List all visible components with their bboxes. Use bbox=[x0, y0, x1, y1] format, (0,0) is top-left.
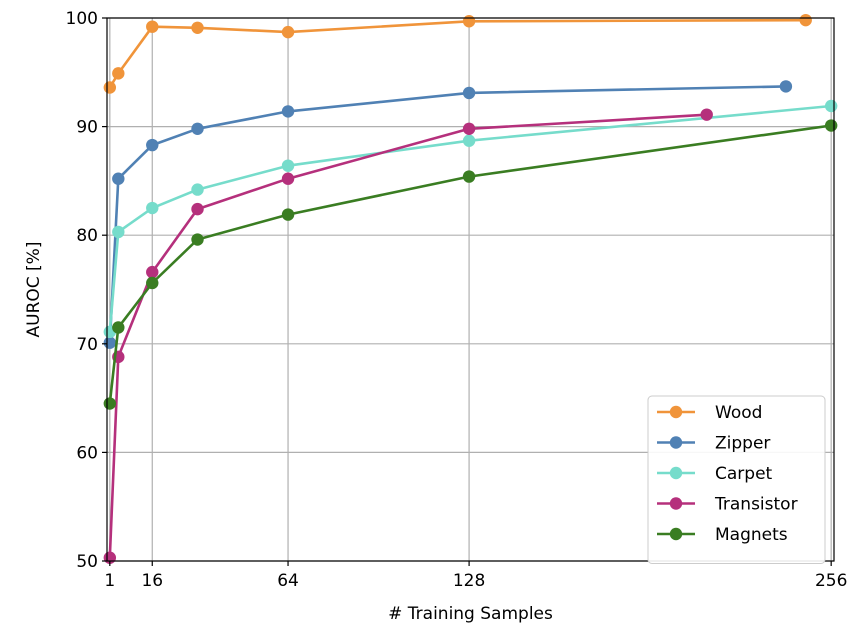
data-point-zipper bbox=[191, 122, 204, 135]
series-wood bbox=[103, 13, 812, 94]
x-tick-label: 1 bbox=[104, 571, 115, 591]
data-point-transistor bbox=[462, 122, 476, 135]
legend-entry-zipper: Zipper bbox=[657, 434, 770, 454]
y-tick-label: 60 bbox=[76, 443, 98, 463]
x-tick-label: 256 bbox=[815, 571, 847, 591]
y-tick-label: 90 bbox=[76, 118, 98, 138]
data-point-magnets bbox=[191, 233, 204, 246]
data-point-wood bbox=[146, 20, 159, 33]
legend-box bbox=[647, 395, 826, 564]
legend-entry-wood: Wood bbox=[657, 403, 762, 423]
y-tick-label: 70 bbox=[76, 335, 98, 355]
data-point-carpet bbox=[191, 183, 204, 196]
data-point-carpet bbox=[281, 159, 295, 172]
series-line-wood bbox=[108, 18, 806, 89]
data-point-wood bbox=[462, 15, 476, 28]
plot-frame bbox=[106, 17, 835, 562]
series-line-transistor bbox=[108, 113, 707, 558]
y-axis-label: AUROC [%] bbox=[24, 242, 44, 338]
data-point-carpet bbox=[824, 99, 838, 113]
data-point-zipper bbox=[146, 138, 159, 152]
series-zipper bbox=[103, 80, 793, 349]
series-line-zipper bbox=[108, 85, 786, 343]
axis-ticks: 1 16 64 128 256 50 60 70 80 90 100 bbox=[66, 9, 848, 591]
data-point-transistor bbox=[700, 108, 713, 121]
series-carpet bbox=[103, 99, 838, 339]
legend-entry-magnets: Magnets bbox=[657, 525, 788, 545]
legend-label: Zipper bbox=[715, 434, 770, 454]
data-point-carpet bbox=[462, 134, 476, 147]
legend-entry-carpet: Carpet bbox=[657, 464, 773, 484]
data-point-wood bbox=[103, 81, 117, 94]
x-axis-label: # Training Samples bbox=[388, 604, 553, 624]
data-point-zipper bbox=[112, 172, 125, 185]
data-point-magnets bbox=[824, 119, 838, 132]
legend-swatch-marker bbox=[669, 527, 683, 541]
series-transistor bbox=[103, 108, 713, 564]
data-point-wood bbox=[799, 13, 812, 27]
data-point-zipper bbox=[779, 80, 793, 93]
y-tick-label: 50 bbox=[76, 552, 98, 572]
legend-label: Transistor bbox=[714, 495, 798, 515]
legend-swatch-marker bbox=[669, 405, 683, 419]
data-point-zipper bbox=[462, 86, 476, 100]
data-point-magnets bbox=[112, 321, 125, 334]
data-point-transistor bbox=[146, 265, 159, 279]
x-tick-label: 16 bbox=[141, 571, 163, 591]
data-point-zipper bbox=[281, 105, 295, 118]
legend-label: Magnets bbox=[715, 525, 788, 545]
legend-entry-transistor: Transistor bbox=[657, 495, 798, 515]
series-magnets bbox=[103, 119, 838, 410]
series-line-magnets bbox=[108, 124, 832, 404]
x-tick-label: 128 bbox=[453, 571, 485, 591]
data-point-magnets bbox=[281, 208, 295, 221]
legend-swatch-marker bbox=[669, 466, 683, 480]
y-tick-label: 100 bbox=[66, 9, 98, 29]
data-point-carpet bbox=[146, 201, 159, 215]
x-tick-label: 64 bbox=[277, 571, 299, 591]
data-point-transistor bbox=[281, 172, 295, 185]
data-point-zipper bbox=[103, 336, 117, 349]
legend-label: Wood bbox=[715, 403, 762, 423]
legend-swatch-marker bbox=[669, 436, 683, 449]
data-point-magnets bbox=[103, 397, 117, 410]
data-point-carpet bbox=[112, 225, 125, 239]
legend: Wood Zipper Carpet Transistor Magnets bbox=[647, 395, 826, 564]
data-point-magnets bbox=[146, 276, 159, 290]
y-tick-label: 80 bbox=[76, 226, 98, 246]
data-point-wood bbox=[191, 21, 204, 34]
data-point-wood bbox=[112, 67, 125, 80]
data-point-transistor bbox=[191, 202, 204, 216]
data-point-wood bbox=[281, 25, 295, 39]
legend-swatch-marker bbox=[669, 497, 683, 510]
legend-label: Carpet bbox=[715, 464, 773, 484]
data-point-magnets bbox=[462, 170, 476, 183]
